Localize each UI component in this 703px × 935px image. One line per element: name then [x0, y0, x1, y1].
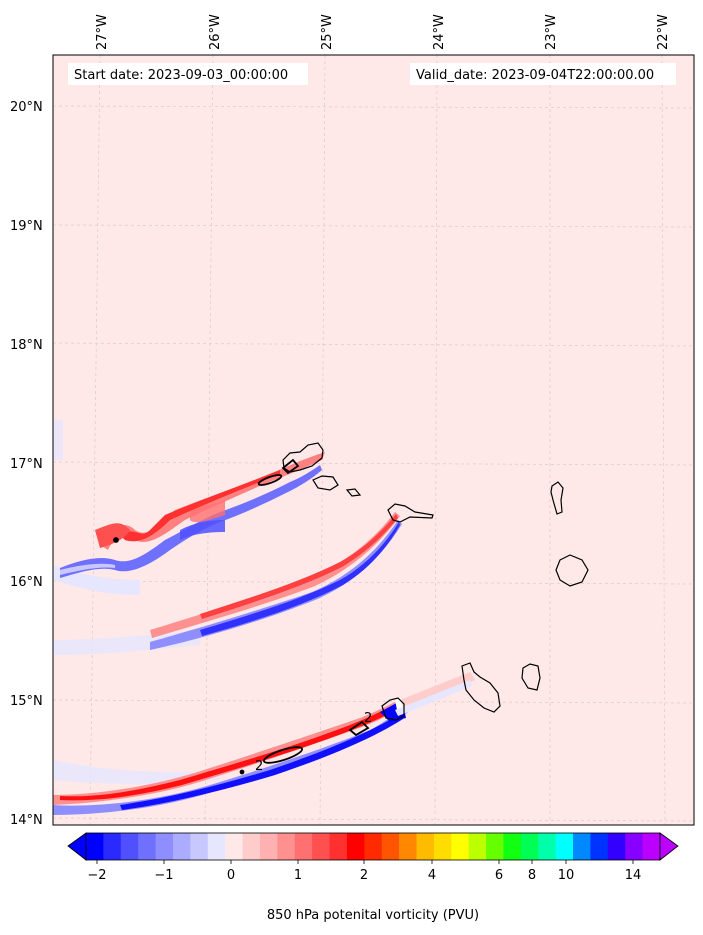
colorbar-cell	[520, 833, 539, 860]
colorbar: −2 −1 0 1 2 4 6 8 10 14 850 hPa potenital vortici…	[67, 832, 679, 923]
colorbar-cell	[451, 833, 470, 860]
island-santiago	[461, 662, 501, 713]
island-sao-nicolau	[387, 503, 434, 523]
contour-label-1: 2	[255, 759, 263, 774]
contour-label-2: 2	[364, 711, 372, 726]
filament-middle-blue	[150, 520, 402, 650]
colorbar-cell	[381, 833, 400, 860]
colorbar-cell	[399, 833, 417, 860]
colorbar-max-extend	[659, 832, 679, 861]
colorbar-tick-label: 6	[495, 868, 503, 883]
island-maio	[521, 663, 541, 691]
colorbar-cell	[346, 833, 365, 860]
colorbar-cell	[259, 833, 278, 860]
lat-label-16n: 16°N	[10, 575, 43, 590]
map-frame	[52, 54, 695, 826]
colorbar-cell	[486, 833, 504, 860]
colorbar-cell	[468, 833, 487, 860]
colorbar-cell	[329, 833, 348, 860]
start-date-text: Start date: 2023-09-03_00:00:00	[74, 68, 288, 83]
longitude-labels: 27°W 26°W 25°W 24°W 23°W 22°W	[95, 14, 671, 50]
lon-label-27w: 27°W	[95, 14, 110, 50]
colorbar-tick-label: 10	[558, 868, 575, 883]
colorbar-ticks: −2 −1 0 1 2 4 6 8 10 14	[87, 860, 641, 883]
colorbar-tick-label: −1	[154, 868, 173, 883]
lat-label-20n: 20°N	[10, 100, 43, 115]
lat-label-17n: 17°N	[10, 457, 43, 472]
colorbar-cells	[86, 833, 661, 860]
colorbar-label: 850 hPa potenital vorticity (PVU)	[267, 908, 479, 923]
colorbar-cell	[312, 833, 331, 860]
lon-label-24w: 24°W	[432, 14, 447, 50]
colorbar-min-extend	[67, 832, 87, 861]
colorbar-cell	[190, 833, 209, 860]
colorbar-cell	[138, 833, 157, 860]
filament-middle-red	[150, 512, 400, 638]
lat-label-18n: 18°N	[10, 338, 43, 353]
colorbar-cell	[86, 833, 104, 860]
pv-contours	[113, 458, 370, 775]
island-santa-luzia	[345, 488, 362, 497]
colorbar-cell	[538, 833, 557, 860]
island-sao-vicente	[312, 475, 339, 491]
coastlines	[282, 442, 589, 721]
lat-label-15n: 15°N	[10, 694, 43, 709]
valid-date-text: Valid_date: 2023-09-04T22:00:00.00	[416, 68, 654, 83]
island-santo-antao	[282, 442, 324, 473]
colorbar-cell	[294, 833, 313, 860]
colorbar-cell	[155, 833, 174, 860]
colorbar-cell	[433, 833, 452, 860]
colorbar-cell	[590, 833, 609, 860]
colorbar-tick-label: 0	[227, 868, 235, 883]
colorbar-frame	[85, 832, 661, 861]
gridlines	[53, 55, 694, 825]
filament-south-red	[53, 698, 405, 805]
colorbar-cell	[225, 833, 244, 860]
colorbar-cell	[503, 833, 522, 860]
colorbar-tick-label: 8	[528, 868, 536, 883]
latitude-labels: 20°N 19°N 18°N 17°N 16°N 15°N 14°N	[10, 100, 43, 828]
valid-date-box	[410, 63, 676, 85]
colorbar-tick-label: −2	[87, 868, 106, 883]
map-background	[53, 55, 694, 825]
lon-label-22w: 22°W	[656, 14, 671, 50]
colorbar-cell	[242, 833, 261, 860]
colorbar-cell	[103, 833, 122, 860]
colorbar-tick-label: 1	[294, 868, 302, 883]
colorbar-cell	[555, 833, 574, 860]
island-boa-vista	[555, 554, 589, 587]
island-sal	[550, 481, 564, 515]
colorbar-cell	[642, 833, 661, 860]
colorbar-tick-label: 4	[428, 868, 436, 883]
colorbar-cell	[277, 833, 296, 860]
lat-label-19n: 19°N	[10, 219, 43, 234]
colorbar-cell	[207, 833, 226, 860]
colorbar-cell	[625, 833, 644, 860]
colorbar-cell	[172, 833, 191, 860]
colorbar-cell	[607, 833, 626, 860]
lon-label-23w: 23°W	[544, 14, 559, 50]
island-fogo	[381, 697, 405, 721]
start-date-box	[68, 63, 308, 85]
lat-label-14n: 14°N	[10, 813, 43, 828]
colorbar-cell	[364, 833, 383, 860]
colorbar-cell	[120, 833, 139, 860]
colorbar-tick-label: 2	[360, 868, 368, 883]
colorbar-cell	[573, 833, 591, 860]
colorbar-cell	[416, 833, 435, 860]
lon-label-25w: 25°W	[320, 14, 335, 50]
lon-label-26w: 26°W	[208, 14, 223, 50]
colorbar-tick-label: 14	[625, 868, 642, 883]
